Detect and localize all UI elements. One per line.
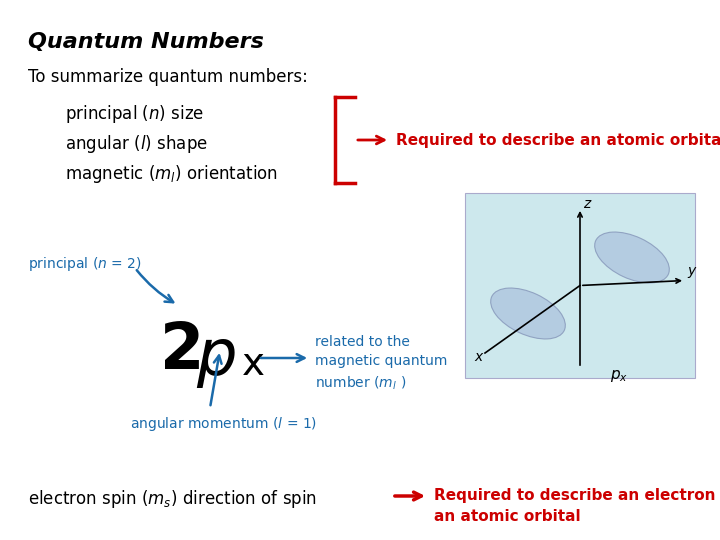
Text: z: z [583,197,590,211]
FancyBboxPatch shape [465,193,695,378]
Text: $p_x$: $p_x$ [610,368,628,384]
Text: angular ($l$) shape: angular ($l$) shape [65,133,208,155]
Text: magnetic ($m_l$) orientation: magnetic ($m_l$) orientation [65,163,278,185]
Text: principal ($n$ = 2): principal ($n$ = 2) [28,255,142,273]
Text: Required to describe an atomic orbital: Required to describe an atomic orbital [396,132,720,147]
Ellipse shape [490,288,565,339]
Text: y: y [687,264,696,278]
Text: angular momentum ($l$ = 1): angular momentum ($l$ = 1) [130,415,317,433]
Text: $p$: $p$ [196,328,235,390]
Text: electron spin ($m_s$) direction of spin: electron spin ($m_s$) direction of spin [28,488,317,510]
Text: principal ($n$) size: principal ($n$) size [65,103,204,125]
Text: To summarize quantum numbers:: To summarize quantum numbers: [28,68,308,86]
Text: 2: 2 [160,320,204,382]
Text: x: x [242,345,265,383]
Text: Quantum Numbers: Quantum Numbers [28,32,264,52]
Text: x: x [474,350,483,364]
Ellipse shape [595,232,670,283]
Text: Required to describe an electron in
an atomic orbital: Required to describe an electron in an a… [434,488,720,524]
Text: related to the
magnetic quantum
number ($m_l$ ): related to the magnetic quantum number (… [315,335,447,393]
